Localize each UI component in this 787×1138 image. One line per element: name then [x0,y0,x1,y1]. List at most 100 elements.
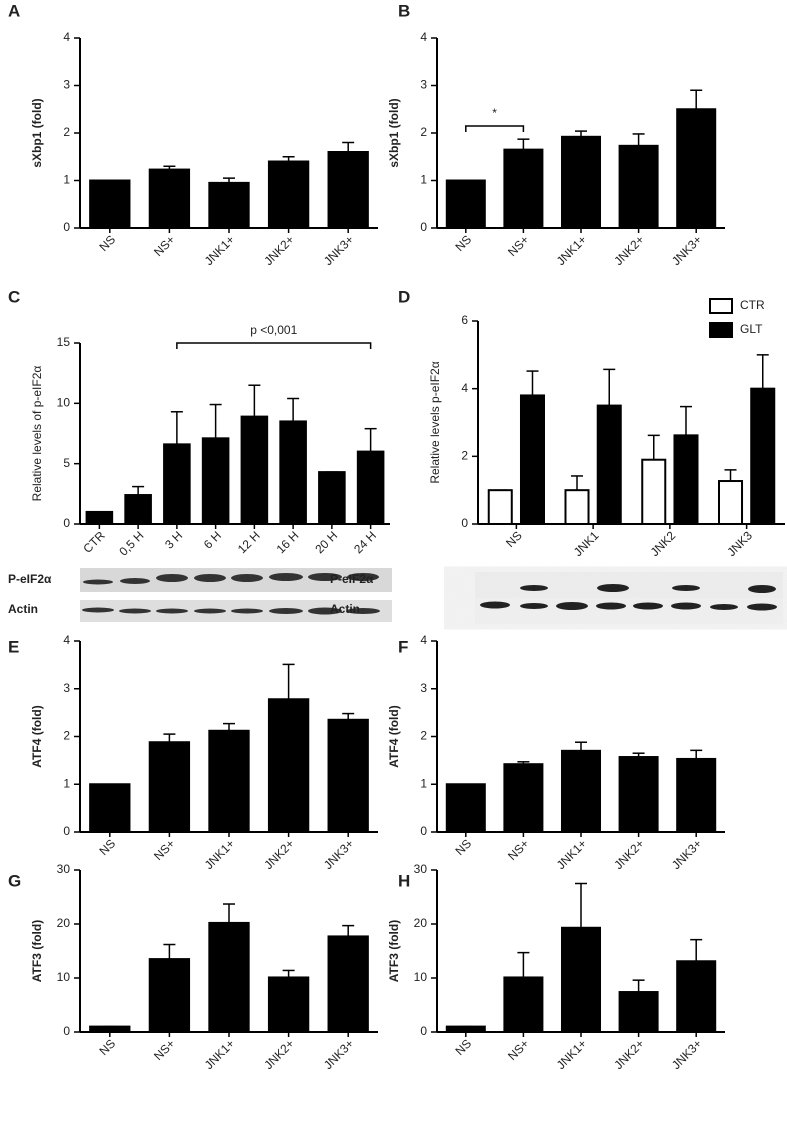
y-tick-label: 0 [461,516,468,530]
blot-label: P-eIF2α [330,572,374,586]
x-tick-label: JNK2+ [611,836,647,872]
y-axis-label: sXbp1 (fold) [30,98,44,167]
bar [89,783,131,833]
y-tick-label: 15 [57,335,71,349]
annotation: * [492,106,497,120]
x-tick-label: NS [96,1036,118,1058]
bar [618,756,659,833]
bar [445,783,486,833]
y-tick-label: 0 [63,1024,70,1038]
y-tick-label: 4 [420,30,427,44]
x-tick-label: 16 H [274,528,302,556]
x-tick-label: 24 H [351,528,379,556]
y-axis-label: Relative levels p-eIF2α [428,361,442,483]
bar [89,179,131,229]
y-tick-label: 20 [414,916,428,930]
x-tick-label: 12 H [235,528,263,556]
x-tick-label: NS+ [151,232,178,259]
y-tick-label: 2 [63,729,70,743]
panel-letter: D [398,287,410,306]
bar [445,1025,486,1033]
y-tick-label: 30 [414,862,428,876]
bar [676,960,717,1034]
y-tick-label: 1 [420,173,427,187]
y-tick-label: 2 [63,125,70,139]
x-tick-label: NS [452,1036,474,1058]
bar [750,387,776,525]
x-tick-label: JNK1+ [202,836,238,872]
y-tick-label: 1 [63,776,70,790]
bar [503,148,544,229]
bar [673,434,699,525]
y-tick-label: 10 [414,970,428,984]
x-tick-label: JNK3+ [669,1036,705,1072]
y-tick-label: 3 [63,681,70,695]
panel-letter: F [398,637,408,656]
x-tick-label: JNK1 [571,528,602,559]
x-tick-label: NS+ [505,836,532,863]
y-tick-label: 4 [63,633,70,647]
panel-letter: H [398,871,410,890]
bar [208,729,250,834]
bar [641,458,667,526]
y-tick-label: 1 [63,173,70,187]
bar [318,471,346,526]
y-tick-label: 0 [420,1024,427,1038]
legend-swatch [709,298,733,314]
bar [89,1025,131,1033]
y-tick-label: 5 [63,456,70,470]
bar [560,926,602,1034]
bar [163,443,191,525]
bar [148,741,191,833]
x-tick-label: JNK3+ [321,1036,357,1072]
panel-letter: B [398,1,410,20]
bar [356,450,385,526]
y-axis-label: ATF3 (fold) [387,920,401,982]
bar [596,404,622,526]
bar [124,494,152,526]
x-tick-label: JNK1+ [202,232,238,268]
bar [208,921,250,1033]
y-tick-label: 2 [420,125,427,139]
y-tick-label: 0 [420,220,427,234]
y-tick-label: 4 [461,381,468,395]
y-axis-label: ATF4 (fold) [30,705,44,767]
bar [717,480,744,526]
y-tick-label: 10 [57,396,71,410]
x-tick-label: JNK2+ [611,232,647,268]
x-tick-label: 20 H [312,528,340,556]
blot-d [475,572,783,624]
x-tick-label: JNK1+ [554,1036,590,1072]
x-tick-label: JNK2+ [611,1036,647,1072]
legend-swatch [709,322,733,338]
x-tick-label: JNK2 [648,528,679,559]
bar [564,489,590,525]
bar [267,160,310,229]
y-tick-label: 4 [420,633,427,647]
blot-label: Actin [330,602,360,616]
bar [487,489,513,525]
bracket [465,125,525,132]
bar [148,958,191,1033]
bar [201,437,230,525]
y-axis-label: ATF4 (fold) [387,705,401,767]
blot-c [80,568,392,622]
x-tick-label: JNK1+ [554,836,590,872]
x-tick-label: JNK3+ [321,836,357,872]
x-tick-label: NS [452,232,474,254]
y-tick-label: 2 [420,729,427,743]
panel-letter: E [8,637,19,656]
y-tick-label: 4 [63,30,70,44]
x-tick-label: NS+ [151,1036,178,1063]
bar [560,135,602,229]
x-tick-label: NS [96,836,118,858]
bar [618,991,659,1033]
bar [503,763,544,834]
y-tick-label: 0 [420,824,427,838]
x-tick-label: NS+ [151,836,178,863]
blot-label: P-eIF2α [8,572,52,586]
bar [208,181,250,229]
bar [560,749,602,834]
x-tick-label: CTR [80,528,108,556]
